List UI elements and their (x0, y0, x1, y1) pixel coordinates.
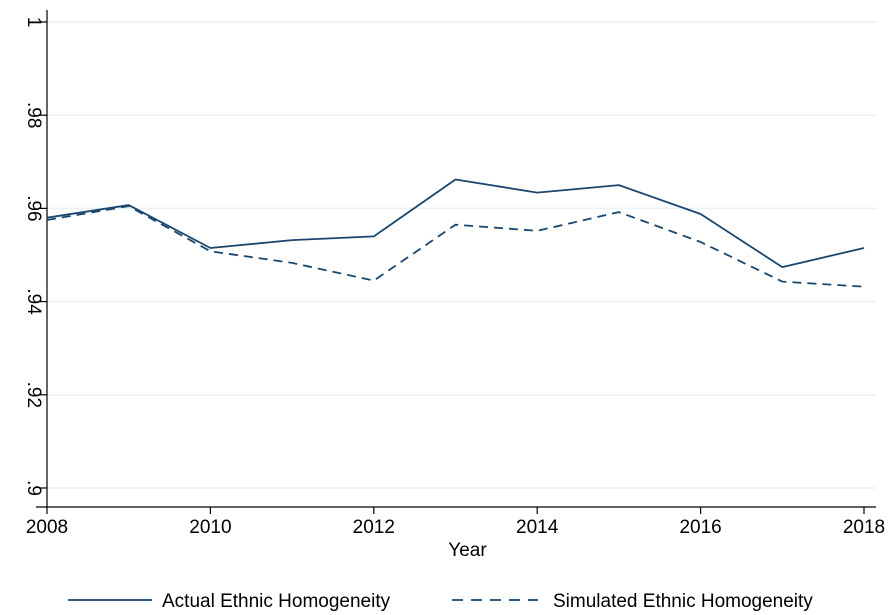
x-tick-label: 2012 (353, 517, 395, 538)
y-tick-label: .98 (23, 102, 44, 128)
y-tick-label: .96 (23, 195, 44, 221)
y-tick-label: .94 (23, 288, 44, 315)
y-tick-label: 1 (23, 17, 44, 28)
legend-label: Actual Ethnic Homogeneity (162, 591, 391, 612)
y-tick-label: .92 (23, 382, 44, 408)
x-tick-label: 2014 (516, 517, 559, 538)
actual-series-line (46, 178, 865, 269)
legend-label: Simulated Ethnic Homogeneity (553, 591, 813, 612)
ticks: .9 .92 .94 .96 .98 1 2008 2010 2012 2014 2016 2018 (23, 17, 885, 538)
x-tick-label: 2008 (26, 517, 68, 538)
legend: Actual Ethnic Homogeneity Simulated Ethni… (68, 591, 813, 612)
x-tick-label: 2016 (679, 517, 721, 538)
axes (36, 10, 876, 508)
simulated-series-line (46, 205, 865, 288)
y-tick-label: .9 (23, 480, 44, 496)
series-lines (46, 178, 865, 288)
x-tick-label: 2010 (189, 517, 231, 538)
x-axis-title: Year (448, 540, 487, 561)
x-tick-label: 2018 (843, 517, 885, 538)
gridlines (47, 21, 876, 489)
